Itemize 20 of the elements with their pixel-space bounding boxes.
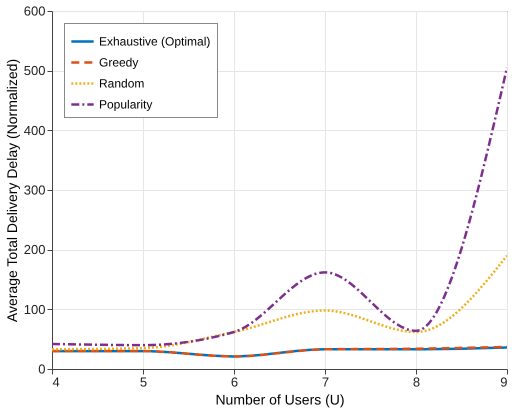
x-tick-label: 5 (140, 374, 148, 390)
legend-label: Exhaustive (Optimal) (99, 34, 210, 48)
x-tick-label: 6 (230, 374, 238, 390)
y-tick-label: 300 (24, 182, 46, 198)
y-tick-label: 100 (24, 302, 46, 317)
legend-label: Greedy (99, 56, 138, 70)
y-tick-label: 400 (24, 122, 46, 138)
x-tick-label: 9 (500, 374, 508, 390)
x-tick-label: 4 (52, 374, 60, 390)
x-axis-title: Number of Users (U) (215, 392, 345, 408)
line-series (52, 254, 507, 351)
y-axis-title: Average Total Delivery Delay (Normalized) (4, 58, 20, 322)
y-tick-label: 200 (24, 242, 46, 258)
legend-label: Popularity (99, 98, 152, 112)
x-tick-label: 7 (322, 374, 330, 390)
x-tick-label: 8 (412, 374, 420, 390)
y-tick-label: 0 (38, 362, 46, 376)
y-tick-label: 600 (24, 4, 46, 18)
legend-label: Random (99, 76, 144, 90)
y-tick-label: 500 (24, 63, 46, 78)
